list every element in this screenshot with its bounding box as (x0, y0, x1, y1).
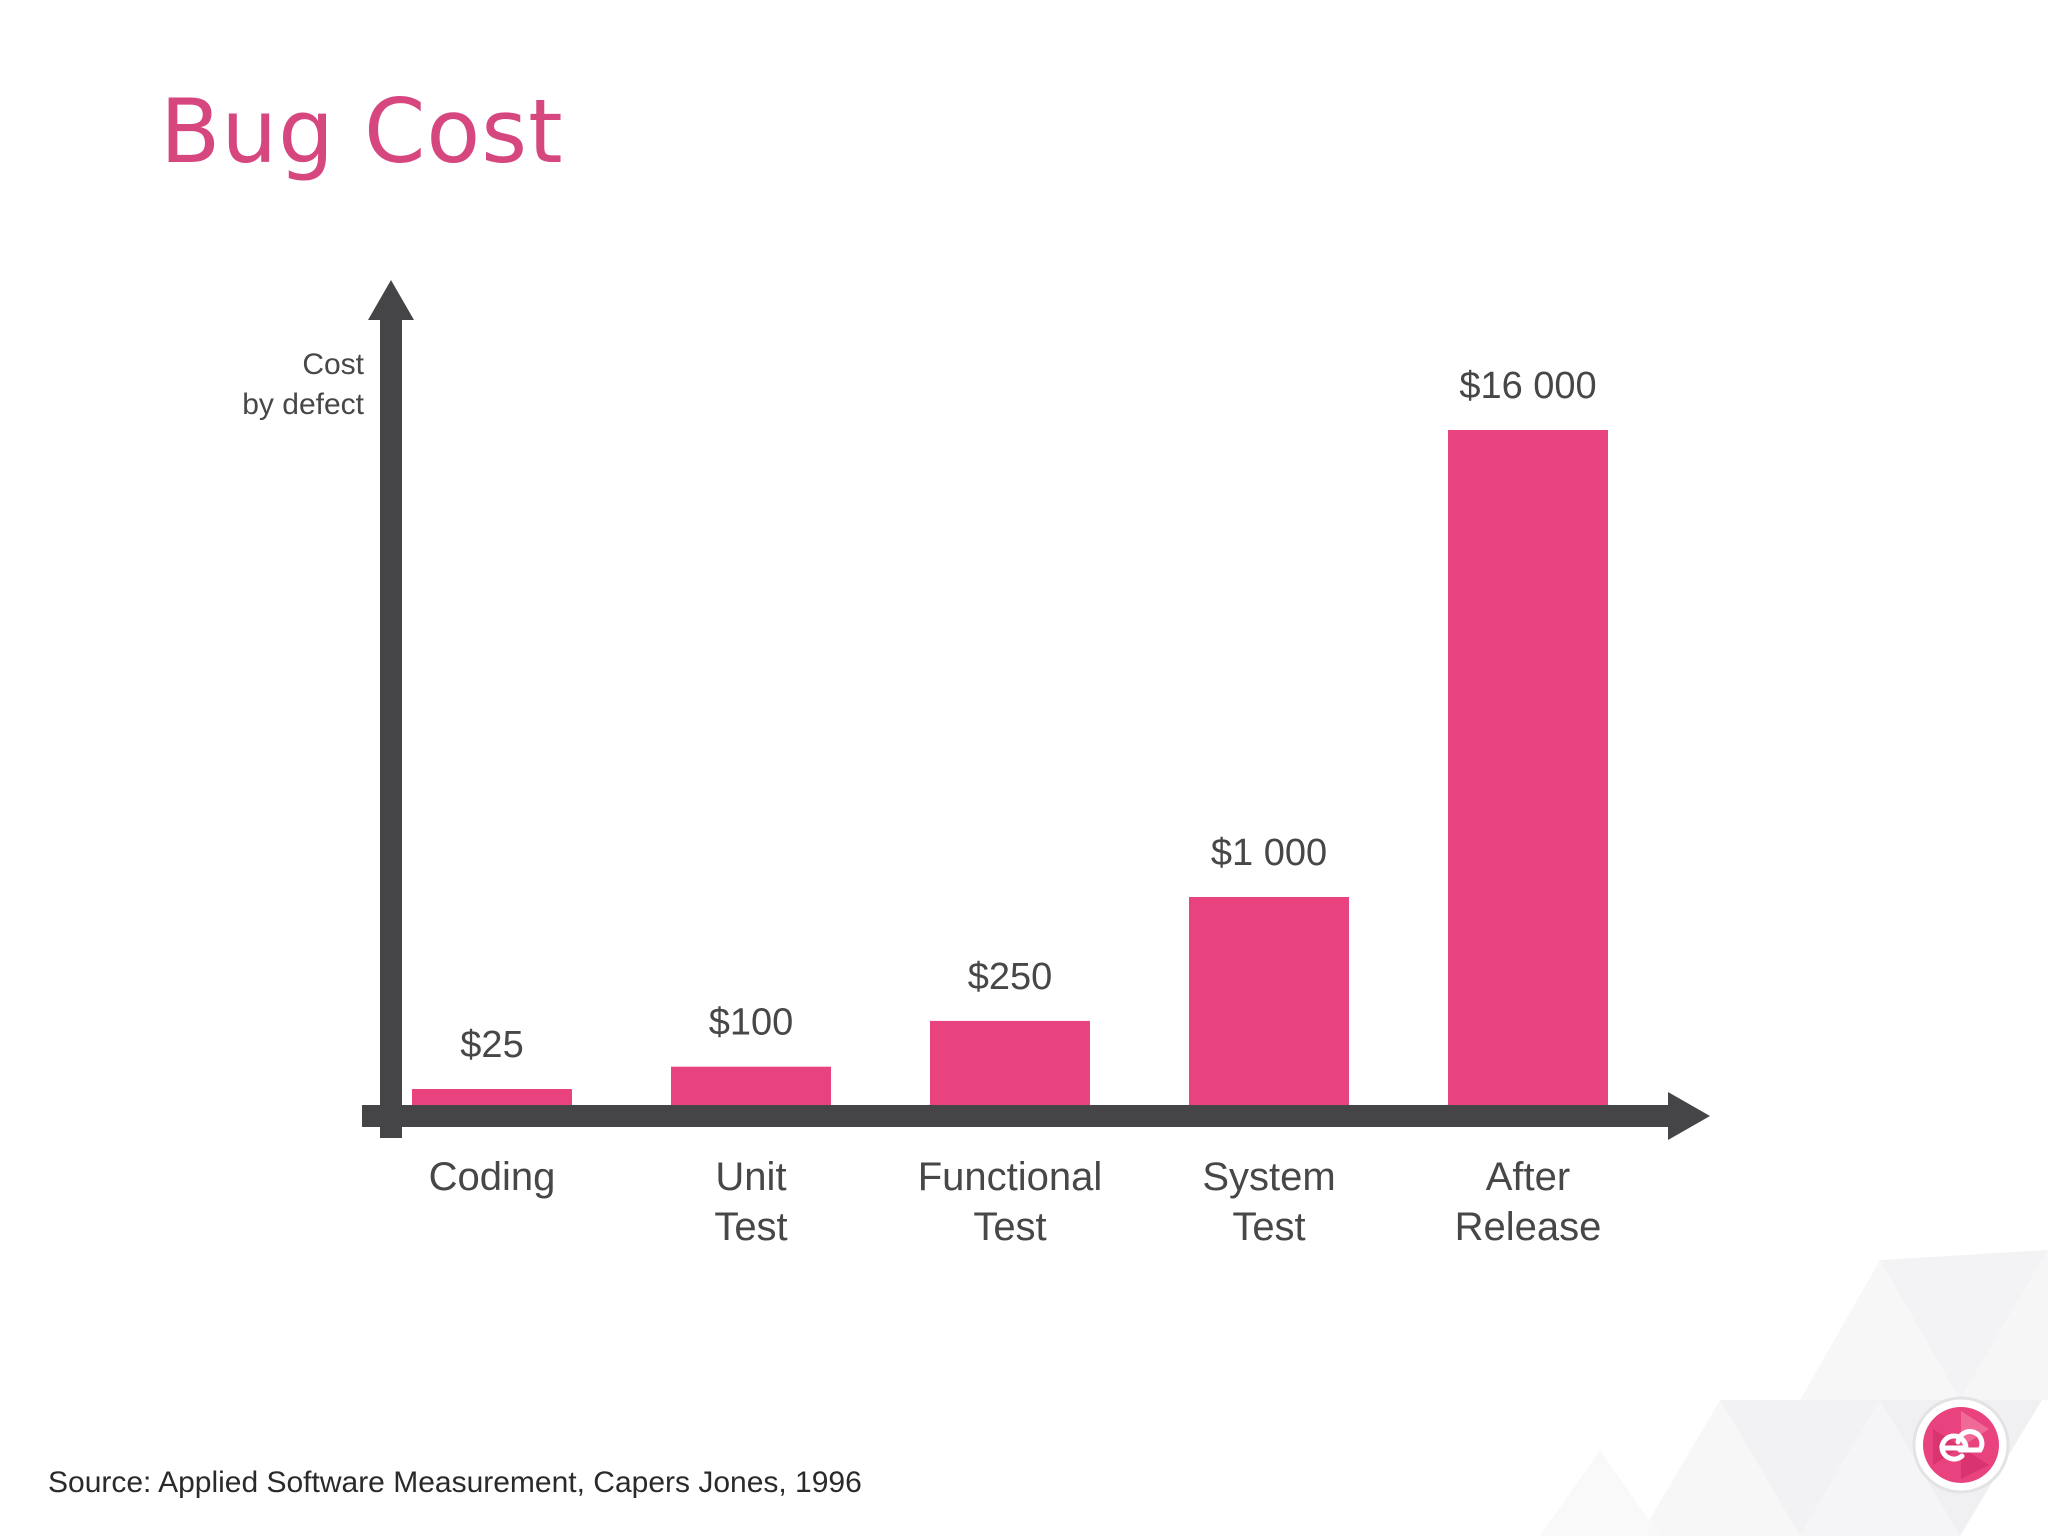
slide-title: Bug Cost (160, 80, 564, 183)
category-label-2-line-1: Test (973, 1205, 1046, 1249)
value-label-3: $1 000 (1211, 832, 1327, 874)
category-labels: Coding Unit Test Functional Test System Test Af… (429, 1155, 1602, 1249)
value-labels: $25 $100 $250 $1 000 $16 000 (460, 365, 1596, 1066)
value-label-4: $16 000 (1459, 365, 1596, 407)
category-label-2-line-0: Functional (918, 1155, 1103, 1199)
bar-0 (412, 1089, 572, 1105)
category-label-0-line-0: Coding (429, 1155, 556, 1199)
category-label-3-line-0: System (1202, 1155, 1335, 1199)
category-label-1-line-1: Test (714, 1205, 787, 1249)
bar-2 (930, 1020, 1090, 1105)
y-axis-label-line-1: by defect (242, 388, 364, 421)
x-axis-arrow (1668, 1092, 1710, 1140)
y-axis-label: Cost by defect (242, 348, 364, 421)
y-axis-arrow (368, 280, 414, 320)
source-citation: Source: Applied Software Measurement, Ca… (48, 1466, 862, 1499)
value-label-1: $100 (709, 1002, 794, 1044)
value-label-2: $250 (968, 956, 1053, 998)
category-label-4-line-0: After (1486, 1155, 1570, 1199)
value-label-0: $25 (460, 1024, 523, 1066)
bar-4 (1448, 430, 1608, 1105)
logo (1912, 1396, 2010, 1494)
x-axis (362, 1105, 1672, 1127)
bar-3 (1189, 896, 1349, 1105)
category-label-4-line-1: Release (1455, 1205, 1602, 1249)
category-label-1-line-0: Unit (715, 1155, 786, 1199)
y-axis-label-line-0: Cost (302, 348, 364, 381)
bar-1 (671, 1066, 831, 1105)
axes (362, 280, 1710, 1140)
bars (412, 430, 1608, 1105)
y-axis (380, 310, 402, 1138)
category-label-3-line-1: Test (1232, 1205, 1305, 1249)
